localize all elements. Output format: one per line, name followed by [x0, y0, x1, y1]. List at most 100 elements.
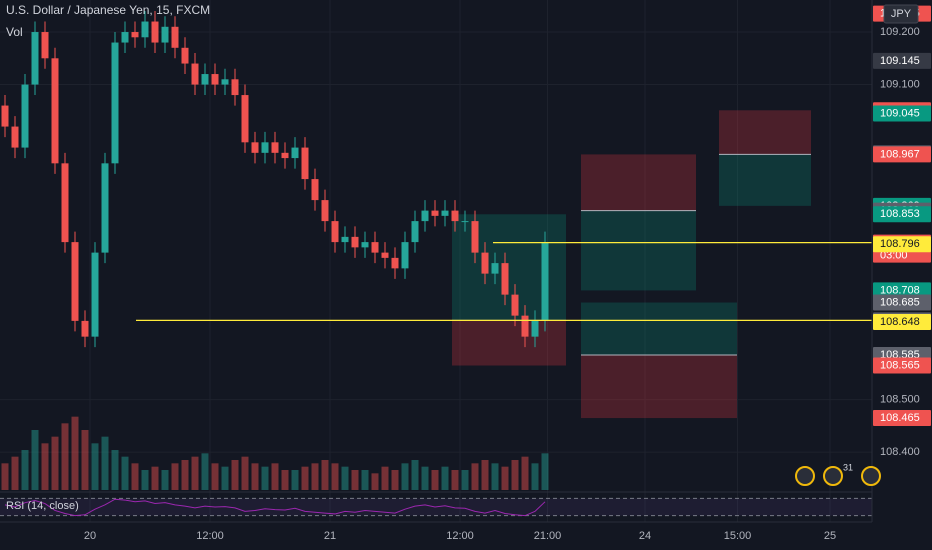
candle-body — [101, 163, 109, 253]
x-tick-label: 25 — [824, 530, 836, 542]
candle-body — [441, 210, 449, 216]
y-tick-label: 109.100 — [880, 78, 920, 90]
volume-bar — [361, 470, 369, 490]
volume-bar — [461, 470, 469, 490]
volume-bar — [201, 453, 209, 490]
candle-body — [91, 252, 99, 337]
candle-body — [471, 221, 479, 253]
price-axis — [872, 0, 932, 550]
volume-bar — [531, 463, 539, 490]
price-tag-label: 108.465 — [880, 412, 920, 424]
candle-body — [11, 126, 19, 148]
candle-body — [311, 179, 319, 201]
candle-body — [51, 58, 59, 164]
volume-bar — [171, 463, 179, 490]
candle-body — [161, 26, 169, 43]
candle-body — [451, 210, 459, 222]
target-zone — [452, 214, 566, 321]
candle-body — [171, 26, 179, 48]
price-tag — [873, 282, 931, 299]
stop-zone — [452, 320, 566, 366]
candle-body — [491, 263, 499, 274]
x-tick-label: 21:00 — [534, 530, 562, 542]
volume-bar — [191, 456, 199, 490]
candle-body — [521, 315, 529, 337]
volume-bar — [341, 466, 349, 490]
candle-body — [281, 152, 289, 159]
candle-body — [121, 32, 129, 43]
candle-body — [541, 242, 549, 321]
candle-body — [81, 320, 89, 337]
volume-bar — [61, 423, 69, 490]
rsi-line — [4, 498, 546, 517]
volume-bar — [11, 456, 19, 490]
candle-body — [1, 105, 9, 127]
y-tick-label: 108.400 — [880, 446, 920, 458]
candle-body — [371, 242, 379, 253]
currency-box[interactable] — [883, 4, 919, 24]
axis-labels: 109.200 109.100 108.500 108.400 20 12:00 21 12:… — [84, 5, 931, 542]
candle-body — [71, 242, 79, 321]
volume-bar — [181, 460, 189, 490]
price-tag — [873, 236, 931, 253]
price-tag-label: 109.045 — [880, 107, 920, 119]
y-tick-label: 109.200 — [880, 26, 920, 38]
event-icon[interactable] — [861, 466, 881, 486]
candle-body — [381, 252, 389, 258]
stop-zone — [581, 154, 696, 211]
events-badge: 31 — [843, 462, 853, 472]
volume-bar — [131, 463, 139, 490]
volume-bar — [541, 453, 549, 490]
volume-bar — [441, 466, 449, 490]
currency[interactable]: JPY — [891, 8, 912, 20]
candle-body — [251, 142, 259, 153]
candle-body — [531, 320, 539, 337]
candle-body — [241, 95, 249, 143]
x-tick-label: 15:00 — [724, 530, 752, 542]
volume-bar — [371, 473, 379, 490]
volume-bar — [221, 466, 229, 490]
volume — [1, 416, 549, 490]
target-zone — [581, 210, 696, 291]
candle-body — [221, 79, 229, 85]
candle-body — [401, 242, 409, 269]
volume-bar — [51, 436, 59, 490]
candle-body — [361, 242, 369, 248]
volume-bar — [81, 430, 89, 490]
stop-zone — [719, 110, 811, 155]
target-zone — [719, 154, 811, 206]
volume-bar — [211, 463, 219, 490]
volume-bar — [141, 470, 149, 490]
volume-bar — [451, 470, 459, 490]
candle-body — [511, 294, 519, 316]
volume-bar — [381, 466, 389, 490]
candle-body — [61, 163, 69, 243]
candle-body — [191, 63, 199, 85]
volume-bar — [431, 470, 439, 490]
volume-bar — [391, 470, 399, 490]
y-tick-label: 108.500 — [880, 394, 920, 406]
volume-bar — [331, 463, 339, 490]
event-icon[interactable] — [823, 466, 843, 486]
price-tag-label: 108.708 — [880, 284, 920, 296]
price-tag — [873, 410, 931, 427]
price-tag — [873, 206, 931, 223]
candle-body — [111, 42, 119, 164]
price-tag — [873, 357, 931, 374]
candle-body — [301, 147, 309, 180]
volume-bar — [271, 463, 279, 490]
rsi-label: RSI (14, close) — [6, 500, 79, 512]
volume-bar — [301, 466, 309, 490]
event-icon[interactable] — [795, 466, 815, 486]
volume-bar — [231, 460, 239, 490]
price-tag-label: 108.967 — [880, 148, 920, 160]
volume-bar — [471, 463, 479, 490]
volume-bar — [91, 443, 99, 490]
candle-body — [341, 236, 349, 243]
volume-bar — [351, 470, 359, 490]
target-zone — [581, 302, 737, 356]
candle-body — [461, 221, 469, 223]
x-tick-label: 12:00 — [446, 530, 474, 542]
candle-body — [391, 257, 399, 269]
volume-bar — [251, 463, 259, 490]
